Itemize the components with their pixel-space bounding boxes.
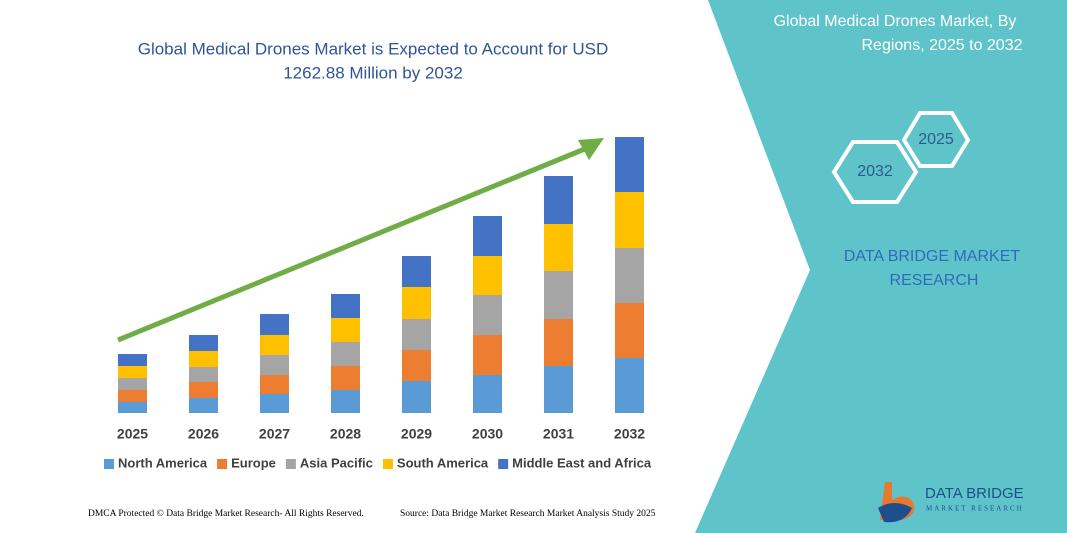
bar-segment [189,335,218,351]
bar-segment [544,319,573,366]
bar-segment [615,192,644,248]
chart-title: 1262.88 Million by 2032 [283,63,463,82]
legend-label: Europe [231,455,276,470]
x-tick-label: 2029 [401,426,432,442]
logo-icon [878,503,912,523]
bar-segment [473,295,502,335]
bar-segment [331,390,360,413]
bar-segment [402,350,431,381]
bar-segment [402,319,431,350]
bar-segment [331,342,360,366]
bar-segment [189,382,218,398]
brand-text: DATA BRIDGE MARKET [844,248,1021,265]
bar-segment [189,398,218,413]
bar-segment [402,287,431,319]
bar-segment [615,248,644,303]
bar-segment [473,335,502,375]
bar-segment [615,358,644,413]
hexagon-label: 2025 [918,131,954,148]
footer-right: Source: Data Bridge Market Research Mark… [400,509,656,519]
bar-segment [402,381,431,413]
legend-swatch [285,459,296,469]
bar-segment [473,216,502,256]
bar-segment [402,256,431,287]
footer-left: DMCA Protected © Data Bridge Market Rese… [88,508,364,519]
x-tick-label: 2032 [614,426,645,442]
x-tick-label: 2028 [330,426,361,442]
bar-segment [260,394,289,413]
logo-tagline: MARKET RESEARCH [926,505,1024,513]
legend-label: Middle East and Africa [512,455,652,470]
bar-segment [118,354,147,366]
brand-text: RESEARCH [890,272,979,289]
bar-segment [118,402,147,413]
hexagon-label: 2032 [857,163,893,180]
bar-segment [473,256,502,295]
side-panel [695,0,1067,533]
legend-label: North America [118,455,208,470]
bar-segment [118,378,147,390]
hexagon [831,140,919,204]
bar-segment [544,224,573,271]
bar-segment [118,390,147,402]
bar-segment [544,271,573,319]
x-tick-label: 2030 [472,426,503,442]
x-tick-label: 2027 [259,426,290,442]
x-tick-label: 2026 [188,426,219,442]
bar-segment [189,351,218,367]
bar-segment [331,318,360,342]
trend-arrow [117,143,593,343]
legend-swatch [498,459,509,469]
legend-label: Asia Pacific [300,455,373,470]
bar-segment [260,355,289,375]
legend-swatch [382,459,393,469]
x-tick-label: 2031 [543,426,574,442]
bar-segment [260,314,289,335]
chart-title: Global Medical Drones Market is Expected… [138,39,609,58]
hexagon [901,111,971,168]
panel-title: Regions, 2025 to 2032 [861,37,1022,54]
bar-segment [615,303,644,358]
bar-segment [615,137,644,192]
bar-segment [260,335,289,355]
legend-swatch [217,459,228,469]
bar-segment [331,294,360,318]
bar-segment [473,375,502,413]
bar-segment [331,366,360,390]
bar-segment [189,367,218,382]
bar-segment [544,176,573,224]
bar-segment [260,375,289,394]
bar-segment [118,366,147,378]
legend-label: South America [397,455,489,470]
bar-segment [544,366,573,413]
panel-title: Global Medical Drones Market, By [774,13,1017,30]
trend-arrowhead [578,138,604,160]
logo-name: DATA BRIDGE [925,485,1024,502]
legend-swatch [104,459,114,469]
x-tick-label: 2025 [117,426,148,442]
